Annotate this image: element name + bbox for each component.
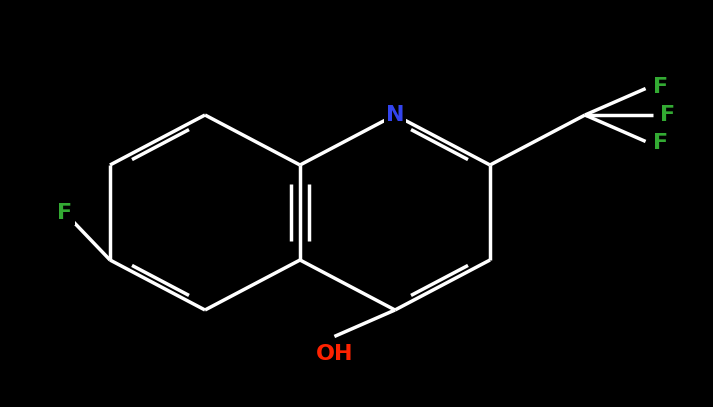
Text: F: F	[660, 105, 675, 125]
Text: OH: OH	[316, 344, 353, 364]
Text: F: F	[652, 77, 668, 96]
Text: F: F	[58, 203, 73, 223]
Text: N: N	[386, 105, 404, 125]
Text: F: F	[652, 133, 668, 153]
